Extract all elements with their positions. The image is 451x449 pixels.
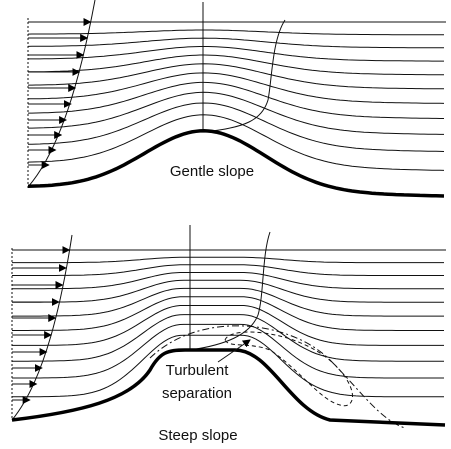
arrows <box>12 246 71 404</box>
streamline <box>12 305 444 346</box>
streamline <box>12 323 444 379</box>
panel-label: Gentle slope <box>170 163 254 180</box>
streamline <box>28 54 444 76</box>
streamlines <box>12 29 445 398</box>
streamline <box>12 279 444 303</box>
streamline <box>28 102 445 152</box>
annotation: separation <box>162 385 232 402</box>
recirculation <box>224 331 353 407</box>
crest-profile <box>202 19 286 133</box>
annotation-arrow <box>217 339 251 363</box>
streamline <box>12 272 444 290</box>
ground <box>27 129 445 198</box>
streamline <box>12 314 444 362</box>
ground <box>11 348 446 427</box>
panel-label: Steep slope <box>158 427 237 444</box>
streamline <box>28 46 444 62</box>
crest-profile <box>189 231 271 351</box>
annotation: Turbulent <box>166 362 230 379</box>
arrows <box>28 18 92 169</box>
streamline <box>12 256 444 264</box>
streamline <box>27 29 444 36</box>
velocity-profile <box>27 0 96 188</box>
streamline <box>28 72 445 104</box>
streamline <box>12 296 444 331</box>
streamline <box>28 91 444 135</box>
streamline <box>28 81 444 119</box>
separation-line <box>149 325 406 429</box>
streamline <box>12 334 444 398</box>
streamline <box>27 114 445 171</box>
streamline <box>12 264 444 276</box>
streamline <box>28 63 444 90</box>
streamline <box>27 37 444 49</box>
streamline <box>12 287 444 317</box>
